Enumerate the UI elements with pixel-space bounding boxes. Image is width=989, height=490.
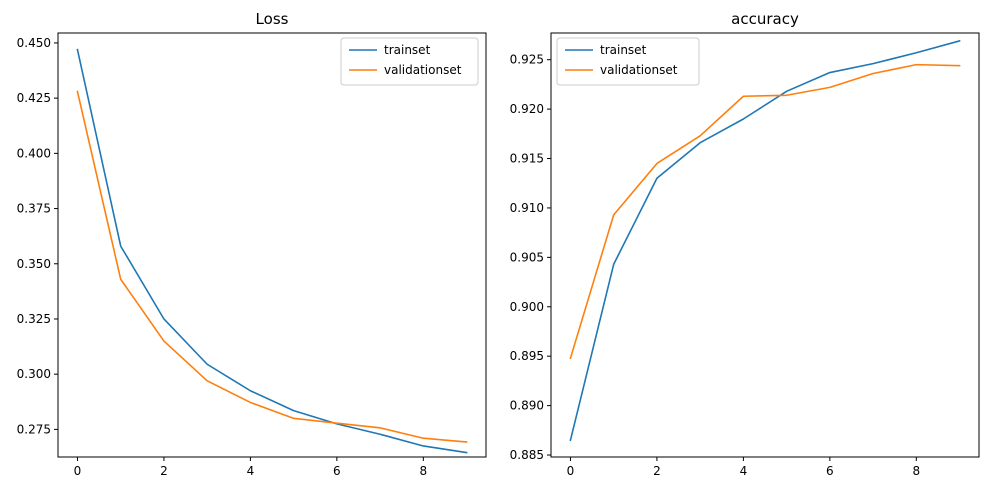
x-tick-label: 4 bbox=[740, 464, 748, 478]
chart-title: Loss bbox=[256, 10, 289, 28]
y-tick-label: 0.920 bbox=[510, 102, 544, 116]
y-tick-label: 0.425 bbox=[17, 91, 51, 105]
y-tick-label: 0.915 bbox=[510, 152, 544, 166]
x-tick-label: 6 bbox=[826, 464, 834, 478]
y-tick-label: 0.900 bbox=[510, 300, 544, 314]
legend: trainset validationset bbox=[340, 37, 479, 86]
chart-title: accuracy bbox=[731, 10, 799, 28]
y-tick-label: 0.400 bbox=[17, 146, 51, 160]
subplot-0: Loss 0 2 4 6 8 0.275 0.300 0.325 0.350 0.375 0.400 0… bbox=[17, 10, 487, 478]
y-tick-label: 0.885 bbox=[510, 448, 544, 462]
x-tick-label: 8 bbox=[912, 464, 920, 478]
series-line-trainset bbox=[569, 39, 961, 442]
y-tick-label: 0.905 bbox=[510, 250, 544, 264]
y-tick-label: 0.895 bbox=[510, 349, 544, 363]
y-tick-label: 0.350 bbox=[17, 257, 51, 271]
x-tick-label: 4 bbox=[247, 464, 255, 478]
x-tick-label: 2 bbox=[653, 464, 661, 478]
y-tick-label: 0.325 bbox=[17, 312, 51, 326]
plot-frame bbox=[57, 32, 487, 458]
legend-label: validationset bbox=[384, 63, 462, 77]
x-tick-label: 0 bbox=[74, 464, 82, 478]
x-tick-label: 8 bbox=[419, 464, 427, 478]
y-tick-label: 0.925 bbox=[510, 53, 544, 67]
legend: trainset validationset bbox=[556, 37, 700, 86]
subplot-1: accuracy 0 2 4 6 8 0.885 0.890 0.895 0.900 0.905 0.… bbox=[510, 10, 980, 478]
y-tick-label: 0.450 bbox=[17, 36, 51, 50]
y-tick-label: 0.275 bbox=[17, 422, 51, 436]
legend-label: validationset bbox=[600, 63, 678, 77]
legend-label: trainset bbox=[384, 43, 431, 57]
series-line-validationset bbox=[569, 63, 961, 360]
x-tick-label: 2 bbox=[160, 464, 168, 478]
series-line-trainset bbox=[76, 48, 468, 454]
y-tick-label: 0.300 bbox=[17, 367, 51, 381]
y-tick-label: 0.375 bbox=[17, 202, 51, 216]
plot-frame bbox=[550, 32, 980, 458]
x-tick-label: 0 bbox=[567, 464, 575, 478]
x-tick-label: 6 bbox=[333, 464, 341, 478]
y-tick-label: 0.910 bbox=[510, 201, 544, 215]
y-tick-label: 0.890 bbox=[510, 399, 544, 413]
series-line-validationset bbox=[76, 90, 468, 443]
legend-label: trainset bbox=[600, 43, 647, 57]
